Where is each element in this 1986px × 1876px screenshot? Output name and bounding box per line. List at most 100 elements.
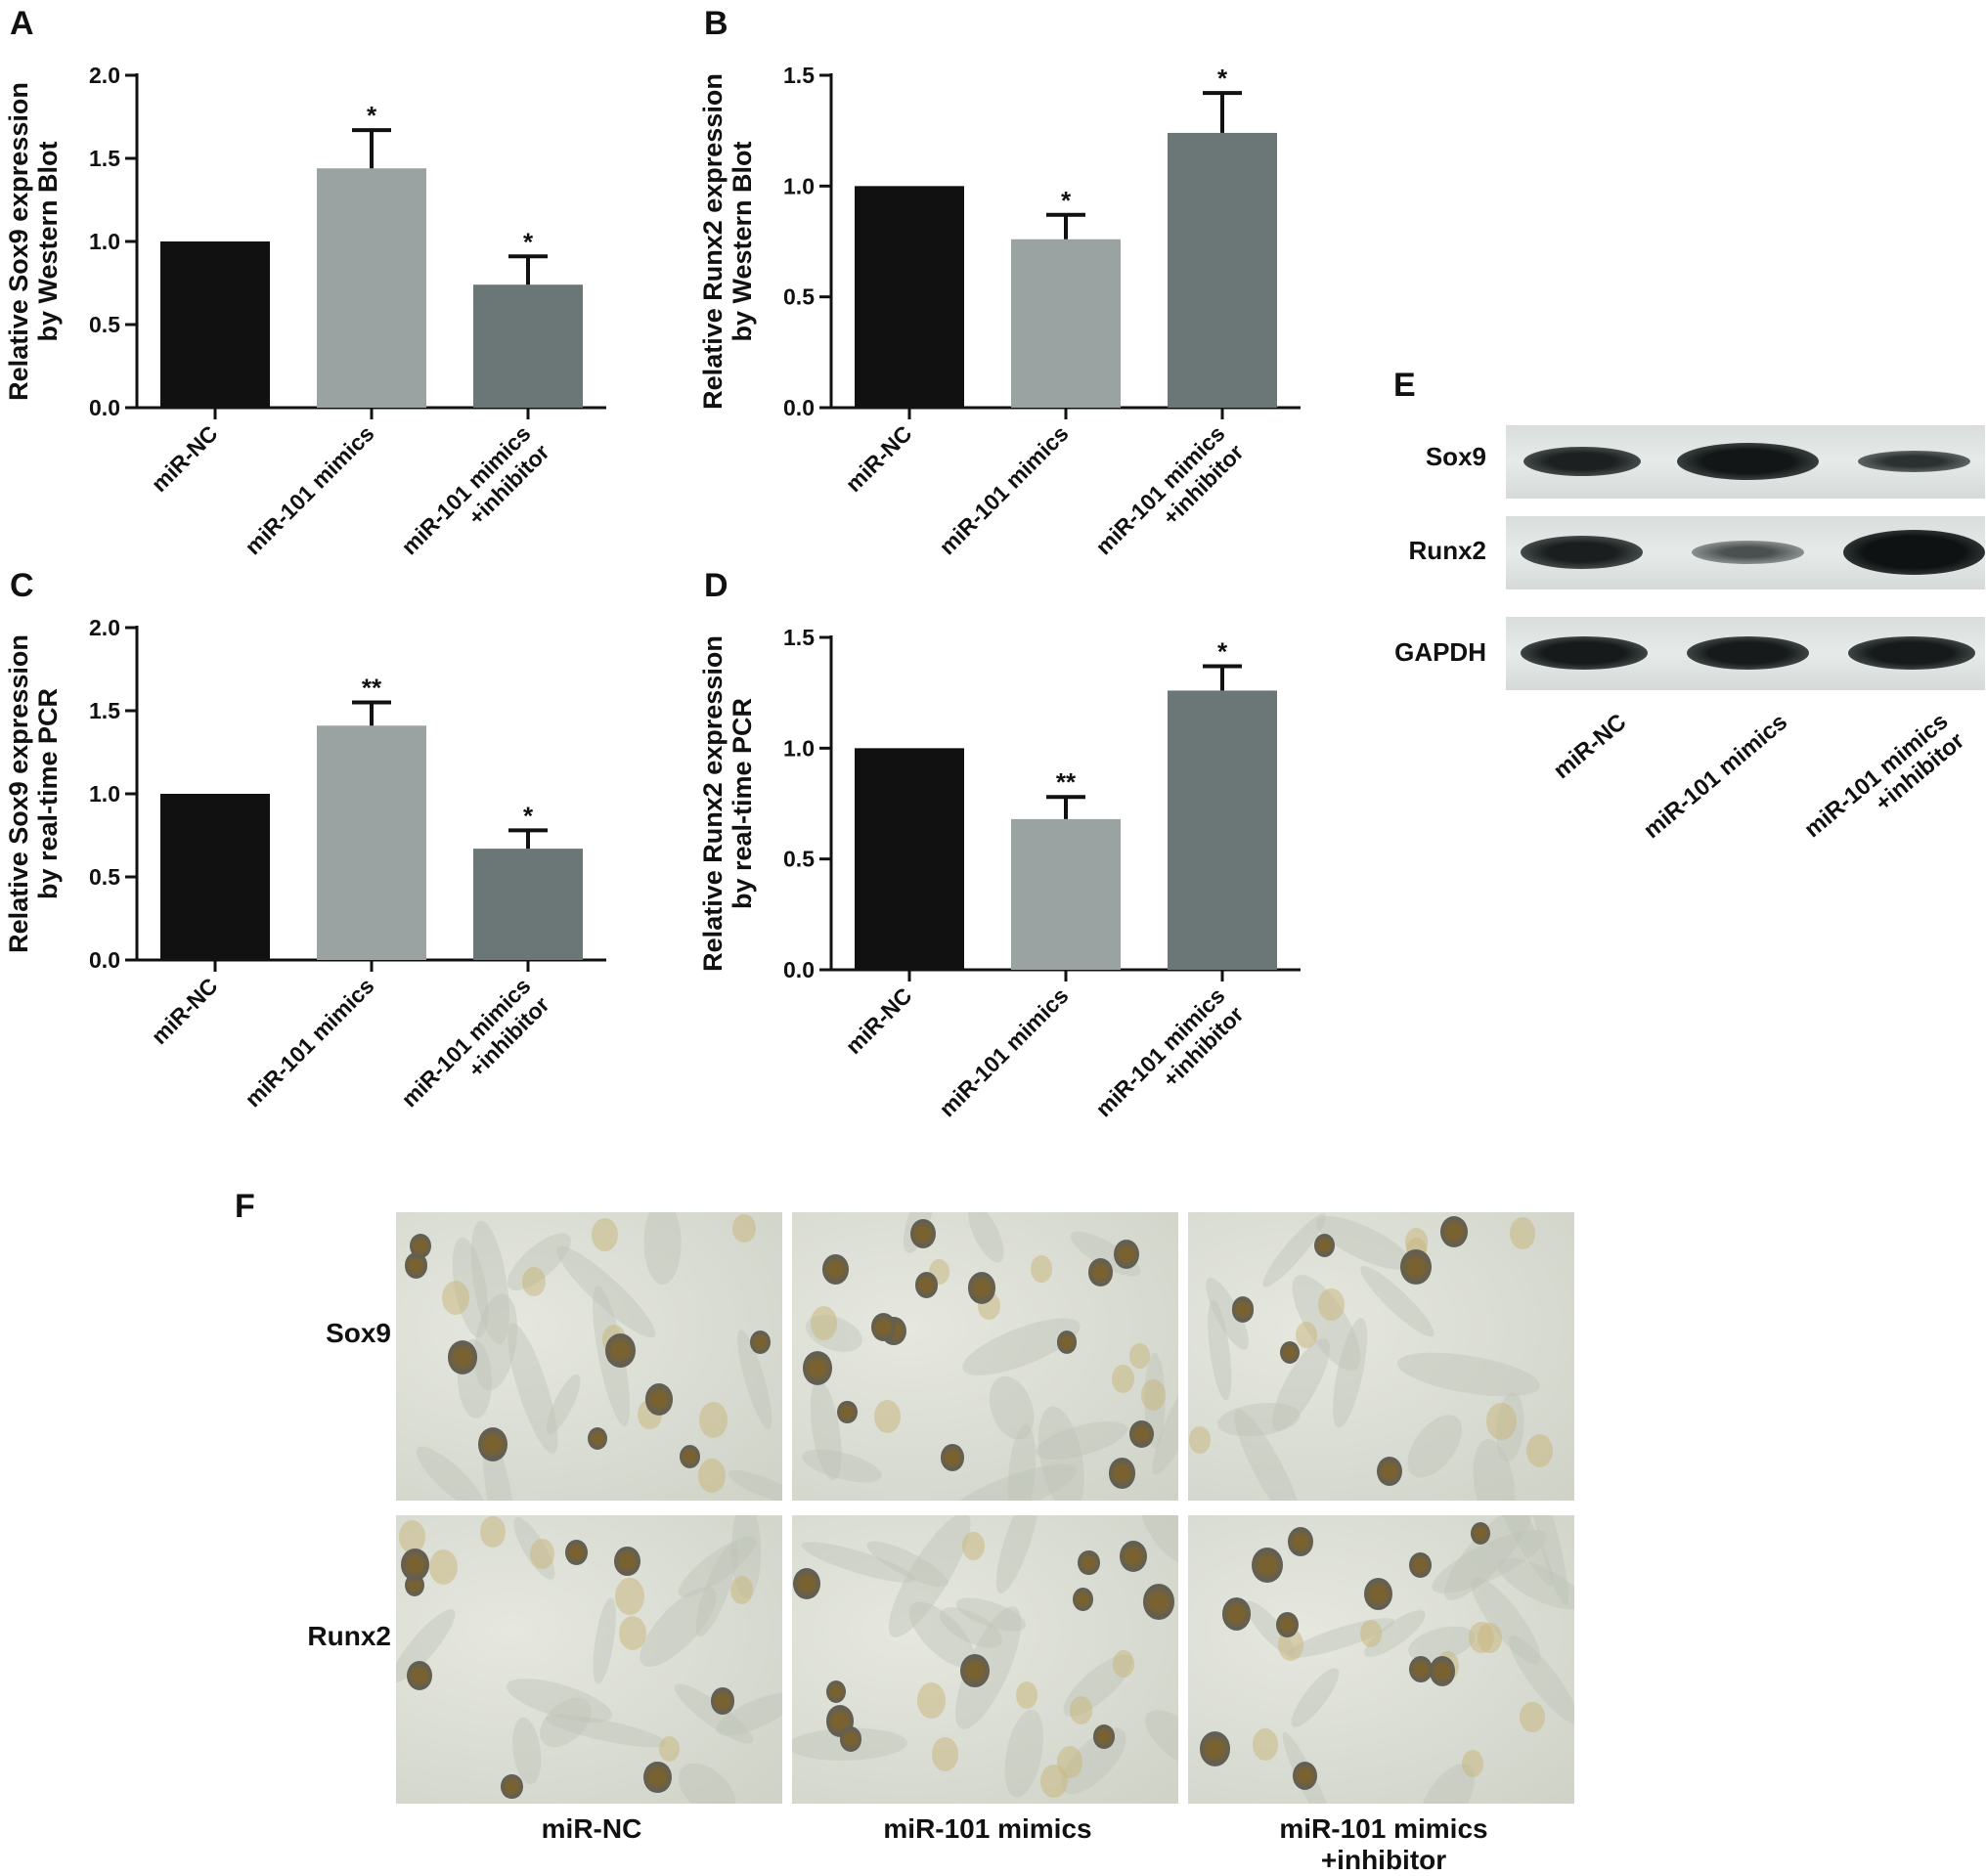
y-tick-label: 1.5 <box>89 146 120 171</box>
y-axis-label: Relative Sox9 expression <box>4 634 33 953</box>
bar <box>855 748 964 970</box>
bar <box>1011 239 1121 408</box>
significance-marker: ** <box>362 674 382 703</box>
nucleus <box>1520 1701 1545 1733</box>
stained-nucleus <box>401 1549 429 1582</box>
ihc-image-sox9-mir-101-mimics <box>792 1212 1178 1501</box>
stained-nucleus <box>749 1330 771 1355</box>
ihc-col-label-2: miR-101 mimics <box>883 1813 1092 1844</box>
blot-band <box>1521 536 1643 569</box>
y-axis-label: by real-time PCR <box>33 688 63 899</box>
stained-nucleus <box>802 1351 832 1385</box>
y-tick-label: 0.5 <box>89 312 120 337</box>
x-tick-label: miR-101 mimics <box>934 982 1073 1121</box>
nucleus <box>1040 1764 1068 1799</box>
stained-nucleus <box>406 1661 432 1691</box>
background-cell <box>799 1442 886 1489</box>
stained-nucleus <box>565 1539 589 1566</box>
blot-row-label-sox9: Sox9 <box>1425 442 1486 471</box>
stained-nucleus <box>501 1773 523 1800</box>
bar <box>160 794 270 960</box>
nucleus <box>873 1400 901 1434</box>
stained-nucleus <box>1108 1458 1136 1489</box>
stained-nucleus <box>1292 1761 1318 1791</box>
bar-chart-b: Relative Runx2 expression by Western Blot… <box>698 63 1301 559</box>
bar-chart-a: Relative Sox9 expression by Western Blot 0… <box>4 63 606 559</box>
stained-nucleus <box>1429 1656 1456 1686</box>
y-axis-label: by Western Blot <box>728 141 757 341</box>
significance-marker: * <box>523 801 534 830</box>
nucleus <box>1140 1379 1166 1411</box>
x-tick-label: miR-101 mimics+inhibitor <box>396 420 553 578</box>
y-tick-label: 0.5 <box>783 847 815 872</box>
panel-label-d: D <box>704 567 728 604</box>
stained-nucleus <box>477 1427 508 1462</box>
background-cell <box>1284 1662 1346 1733</box>
stained-nucleus <box>1143 1584 1174 1620</box>
bar <box>160 241 270 408</box>
bar <box>1168 132 1277 408</box>
nucleus <box>931 1737 959 1771</box>
blot-row-label-runx2: Runx2 <box>1408 536 1486 565</box>
stained-nucleus <box>1120 1540 1148 1572</box>
y-tick-label: 0.0 <box>783 957 815 982</box>
nucleus <box>729 1576 753 1605</box>
stained-nucleus <box>711 1687 734 1715</box>
nucleus <box>1069 1696 1092 1724</box>
bar <box>473 284 583 408</box>
y-axis-label: by Western Blot <box>33 141 63 341</box>
bar <box>1011 818 1121 970</box>
y-axis-label: by real-time PCR <box>728 698 757 909</box>
significance-marker: * <box>367 101 377 130</box>
y-tick-label: 1.0 <box>783 173 815 198</box>
nucleus <box>916 1682 946 1719</box>
nucleus <box>658 1735 680 1763</box>
blot-band <box>1677 443 1819 480</box>
ihc-row-label-sox9: Sox9 <box>326 1318 391 1348</box>
stained-nucleus <box>679 1444 701 1469</box>
blot-band <box>1858 451 1970 472</box>
nucleus <box>1252 1728 1279 1762</box>
background-cell <box>498 1318 567 1458</box>
background-cell <box>988 1515 1047 1597</box>
y-tick-label: 1.5 <box>783 63 815 88</box>
stained-nucleus <box>1221 1597 1252 1631</box>
nucleus <box>810 1305 838 1340</box>
stained-nucleus <box>1113 1239 1140 1270</box>
stained-nucleus <box>1279 1340 1301 1365</box>
ihc-image-sox9-mir-nc <box>396 1212 782 1501</box>
y-axis-label: Relative Runx2 expression <box>698 635 728 972</box>
stained-nucleus <box>448 1339 478 1374</box>
nucleus <box>1318 1287 1346 1322</box>
stained-nucleus <box>960 1653 990 1687</box>
nucleus <box>1295 1322 1317 1349</box>
stained-nucleus <box>1200 1730 1231 1767</box>
stained-nucleus <box>871 1313 897 1341</box>
ihc-image-runx2-mir-nc <box>396 1515 782 1804</box>
background-cell <box>1261 1331 1341 1438</box>
stained-nucleus <box>825 1680 847 1703</box>
background-cell <box>1394 1343 1544 1405</box>
stained-nucleus <box>1088 1258 1113 1287</box>
panel-label-f: F <box>235 1188 255 1225</box>
nucleus <box>961 1532 986 1561</box>
x-tick-label: miR-NC <box>841 420 917 497</box>
bar <box>317 168 426 408</box>
x-tick-label: miR-NC <box>147 420 223 497</box>
blot-band <box>1687 636 1809 670</box>
blot-lane-label-2: miR-101 mimics <box>1638 709 1793 845</box>
nucleus <box>615 1578 645 1616</box>
background-cell <box>667 1752 745 1804</box>
ihc-col-label-3: miR-101 mimics +inhibitor <box>1279 1813 1488 1875</box>
y-tick-label: 2.0 <box>89 615 120 640</box>
bar <box>317 725 426 960</box>
stained-nucleus <box>1056 1330 1078 1354</box>
x-tick-label: miR-NC <box>841 982 917 1059</box>
nucleus <box>1525 1434 1554 1468</box>
stained-nucleus <box>1470 1521 1491 1545</box>
stained-nucleus <box>941 1443 965 1471</box>
stained-nucleus <box>1231 1296 1255 1323</box>
nucleus <box>1478 1622 1503 1653</box>
x-tick-label: miR-101 mimics <box>240 973 378 1112</box>
nucleus <box>1462 1750 1484 1777</box>
